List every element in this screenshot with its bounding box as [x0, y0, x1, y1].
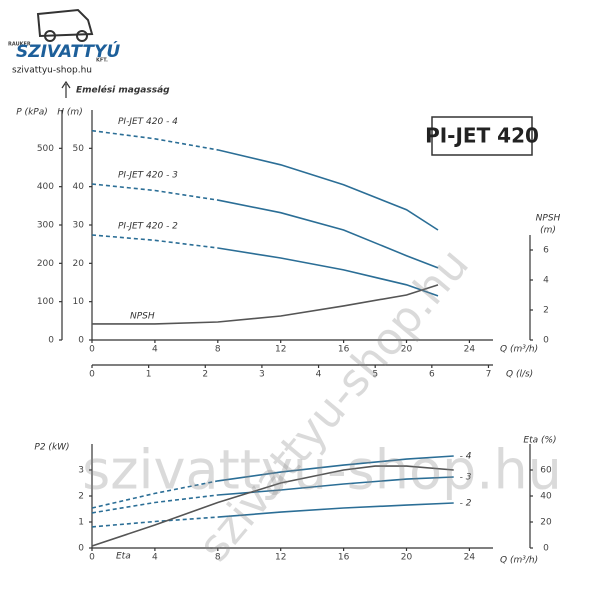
x2-tick-label: 7 [486, 370, 492, 380]
y-alt-tick-label: 400 [37, 182, 54, 192]
x-tick-label: 0 [89, 553, 95, 563]
y2-tick-label: 2 [543, 306, 549, 316]
x2-axis-label: Q (l/s) [506, 370, 533, 380]
watermark: szivattyu-shop.hu [189, 239, 479, 571]
logo-wheel [76, 30, 88, 42]
y2-tick-label: 4 [543, 276, 549, 286]
x-tick-label: 24 [464, 553, 476, 563]
logo-brand: RAUKER [8, 42, 31, 48]
logo-name: SZIVATTYÚ [16, 40, 120, 62]
x2-tick-label: 0 [89, 370, 95, 380]
logo-wheel [44, 30, 56, 42]
series-label: - 3 [460, 473, 472, 483]
x-tick-label: 8 [215, 345, 221, 355]
y-tick-label: 30 [73, 221, 85, 231]
y2-tick-label: 0 [543, 544, 549, 554]
y-tick-label: 3 [78, 466, 84, 476]
x-axis-label: Q (m³/h) [500, 556, 538, 566]
y-tick-label: 0 [78, 544, 84, 554]
x2-tick-label: 3 [259, 370, 265, 380]
title-box: PI-JET 420 [425, 116, 539, 156]
logo-suffix: KFT. [96, 58, 108, 64]
x-tick-label: 4 [152, 345, 158, 355]
chart-subtitle: Emelési magasság [76, 85, 170, 96]
series-label: - 2 [460, 499, 472, 509]
y-axis-label: P2 (kW) [34, 443, 69, 453]
y-alt-tick-label: 500 [37, 144, 54, 154]
y-tick-label: 2 [78, 492, 84, 502]
x-tick-label: 16 [338, 553, 350, 563]
y-tick-label: 1 [78, 518, 84, 528]
y-alt-tick-label: 100 [37, 297, 54, 307]
x-tick-label: 0 [89, 345, 95, 355]
y2-axis-label: NPSH [536, 214, 561, 224]
y-axis-label: H (m) [57, 108, 82, 118]
x-tick-label: 8 [215, 553, 221, 563]
series-line [92, 284, 439, 325]
y2-axis-unit: (m) [540, 226, 556, 236]
chart-title: PI-JET 420 [425, 124, 539, 148]
x2-tick-label: 4 [316, 370, 322, 380]
x-tick-label: 4 [152, 553, 158, 563]
y-tick-label: 10 [73, 297, 85, 307]
logo-icon [36, 8, 94, 38]
x-tick-label: 16 [338, 345, 350, 355]
series-label: PI-JET 420 - 2 [118, 221, 178, 231]
y2-tick-label: 6 [543, 246, 549, 256]
x2-tick-label: 2 [202, 370, 208, 380]
y2-tick-label: 60 [540, 466, 552, 476]
y-alt-tick-label: 200 [37, 259, 54, 269]
series-line [91, 234, 439, 297]
series-line [91, 502, 454, 528]
y-tick-label: 50 [73, 144, 85, 154]
series-label: PI-JET 420 - 4 [118, 117, 178, 127]
series-label: Eta [116, 552, 131, 562]
y-alt-tick-label: 300 [37, 221, 54, 231]
x-tick-label: 12 [275, 553, 286, 563]
x-axis-label: Q (m³/h) [500, 345, 538, 355]
x2-tick-label: 6 [429, 370, 435, 380]
title-frame [431, 116, 533, 156]
y-alt-axis-label: P (kPa) [16, 108, 47, 118]
x-tick-label: 12 [275, 345, 286, 355]
series-label: PI-JET 420 - 3 [118, 170, 178, 180]
x-tick-label: 20 [401, 345, 413, 355]
series-label: NPSH [130, 311, 155, 321]
arrow [61, 80, 71, 98]
y-tick-label: 40 [73, 182, 85, 192]
series-label: - 4 [460, 451, 472, 461]
x-tick-label: 24 [464, 345, 476, 355]
x2-tick-label: 5 [372, 370, 378, 380]
watermark-layer: szivattyu-shop.hu szivattyu-shop.hu [82, 239, 562, 571]
series-line [91, 455, 454, 509]
y2-tick-label: 0 [543, 336, 549, 346]
logo-url: szivattyu-shop.hu [12, 66, 92, 76]
y-alt-tick-label: 0 [48, 336, 54, 346]
x-tick-label: 20 [401, 553, 413, 563]
y-tick-label: 20 [73, 259, 85, 269]
watermark: szivattyu-shop.hu [82, 439, 562, 502]
x2-tick-label: 1 [146, 370, 152, 380]
logo: RAUKER SZIVATTYÚ KFT. szivattyu-shop.hu [8, 8, 120, 76]
y-tick-label: 0 [78, 336, 84, 346]
series-line [91, 183, 439, 269]
series-line [91, 465, 454, 547]
y2-tick-label: 40 [540, 492, 552, 502]
y2-tick-label: 20 [540, 518, 552, 528]
series-line [91, 476, 454, 514]
series-line [91, 129, 439, 231]
y2-axis-label: Eta (%) [523, 436, 556, 446]
